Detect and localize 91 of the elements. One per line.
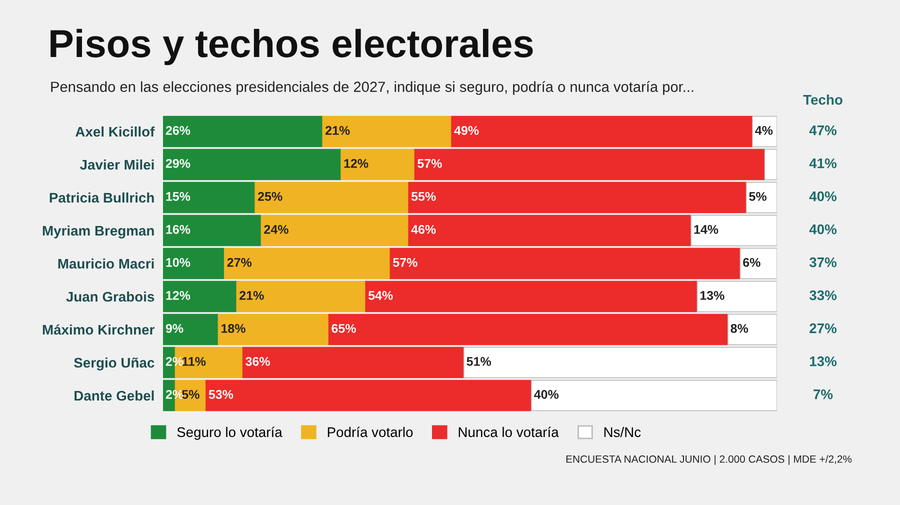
text: 13% — [810, 356, 837, 366]
bar — [530, 380, 777, 412]
bar — [163, 248, 225, 280]
legend-label: Podría votarlo — [328, 426, 413, 438]
data-label: 65% — [332, 324, 356, 333]
bar — [727, 314, 777, 346]
data-label: 5% — [749, 192, 766, 201]
data-label: 36% — [246, 357, 270, 366]
legend-label: Ns/Nc — [604, 426, 641, 438]
data-label: 40% — [534, 390, 559, 399]
data-label: 46% — [411, 225, 436, 234]
data-label: 8% — [730, 324, 748, 333]
text: ENCUESTA NACIONAL JUNIO | 2.000 CASOS | MDE +/2,2% — [566, 455, 852, 465]
text: 7% — [814, 389, 833, 400]
data-label: 6% — [743, 258, 760, 267]
bar — [340, 148, 416, 180]
bar — [163, 116, 324, 148]
data-label: 25% — [258, 192, 282, 201]
bar — [752, 116, 777, 148]
bar — [224, 248, 391, 280]
bar — [328, 314, 728, 346]
data-label: 29% — [166, 159, 190, 168]
y-tick-label: Axel Kicillof — [76, 126, 155, 137]
data-label: 10% — [166, 258, 190, 267]
text: 47% — [809, 125, 837, 136]
data-label: 15% — [166, 192, 190, 201]
bar — [414, 148, 766, 180]
y-tick-label: Mauricio Macri — [58, 258, 154, 269]
y-tick-label: Dante Gebel — [74, 390, 154, 401]
data-label: 57% — [393, 258, 418, 267]
bar — [242, 346, 464, 378]
data-label: 24% — [264, 225, 288, 234]
chart-subtitle: Pensando en las elecciones presidenciales de 2027, indique si seguro, podría o nunca votaría por... — [51, 81, 694, 95]
bar — [163, 280, 238, 312]
bar — [254, 182, 410, 214]
bar — [260, 214, 410, 246]
bar — [463, 346, 777, 378]
data-label: 54% — [368, 291, 393, 300]
y-tick-label: Myriam Bregman — [42, 225, 154, 238]
bar — [390, 248, 741, 280]
data-label: 26% — [166, 126, 190, 135]
data-label: 12% — [344, 159, 368, 168]
data-label: 18% — [222, 324, 246, 333]
bar — [322, 116, 452, 148]
data-label: 49% — [454, 126, 479, 135]
chart-title: Pisos y techos electorales — [50, 28, 533, 66]
bar — [740, 248, 777, 280]
text: 33% — [809, 290, 837, 300]
text: 40% — [809, 191, 837, 202]
bar — [696, 280, 777, 312]
bar — [163, 214, 262, 246]
data-label: 55% — [411, 192, 436, 201]
text: 40% — [809, 224, 837, 234]
bar — [690, 214, 777, 246]
data-label: 51% — [466, 357, 492, 366]
data-label: 5% — [182, 390, 200, 399]
bar — [163, 148, 342, 180]
data-label: 9% — [166, 324, 184, 333]
text: 37% — [809, 257, 837, 268]
y-tick-label: Juan Grabois — [66, 291, 154, 302]
data-label: 21% — [326, 126, 350, 135]
data-label: 11% — [182, 357, 206, 366]
text: 41% — [809, 158, 837, 168]
data-label: 27% — [227, 258, 252, 267]
data-label: 13% — [700, 291, 724, 300]
y-tick-label: Máximo Kirchner — [42, 324, 154, 335]
bar — [365, 280, 698, 312]
legend-label: Seguro lo votaría — [177, 426, 282, 440]
bar — [746, 182, 777, 214]
bar — [236, 280, 366, 312]
bar — [451, 116, 753, 148]
text: Techo — [803, 94, 842, 105]
y-tick-label: Javier Milei — [80, 159, 154, 170]
legend-label: Nunca lo votaría — [458, 426, 559, 438]
y-tick-label: Patricia Bullrich — [50, 192, 154, 203]
bar — [206, 380, 532, 412]
data-label: 12% — [166, 291, 190, 300]
data-label: 14% — [694, 225, 718, 234]
bar — [163, 314, 219, 346]
bar — [163, 182, 256, 214]
data-label: 21% — [240, 291, 264, 300]
data-label: 53% — [208, 390, 234, 399]
data-label: 4% — [755, 126, 773, 135]
text: 27% — [810, 323, 837, 334]
y-tick-label: Sergio Uñac — [74, 357, 154, 370]
bar — [764, 148, 777, 180]
bar — [218, 314, 330, 346]
bar — [408, 214, 692, 246]
data-label: 57% — [418, 159, 442, 168]
data-label: 16% — [166, 225, 190, 234]
bar — [408, 182, 747, 214]
